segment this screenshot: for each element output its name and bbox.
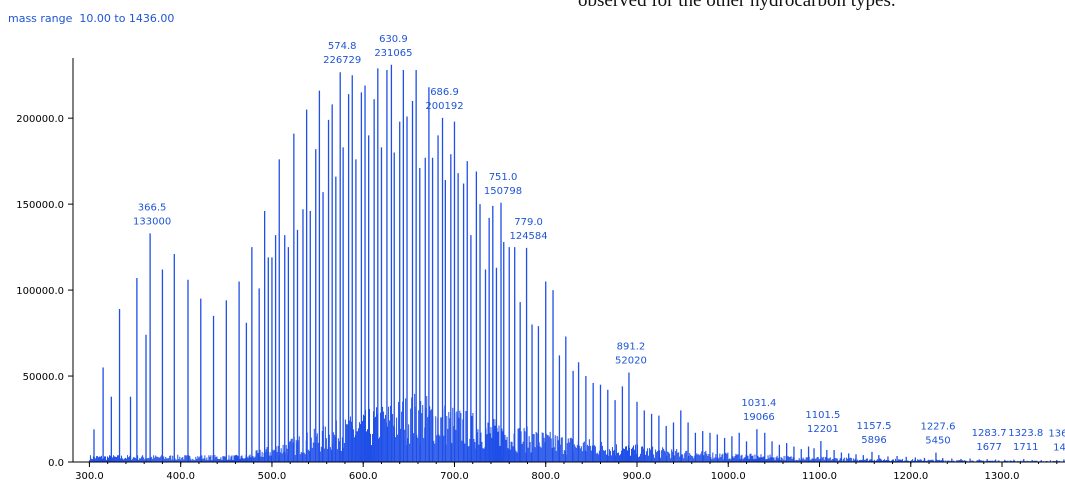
peak-intensity-label: 124584 <box>509 231 547 242</box>
peak-intensity-label: 12201 <box>807 424 839 435</box>
peak-intensity-label: 150798 <box>484 186 522 197</box>
y-tick-label: 50000.0 <box>23 372 64 383</box>
x-tick-label: 1000.0 <box>711 471 746 482</box>
peak-intensity-label: 200192 <box>425 101 463 112</box>
peak-labels-layer: 366.5 133000 574.8 226729 630.9 231065 686.9 20… <box>133 34 1065 454</box>
peak-mz-label: 1101.5 <box>805 410 840 421</box>
peak-intensity-label: 19066 <box>743 412 775 423</box>
peak-intensity-label: 1711 <box>1013 442 1038 453</box>
peak-intensity-label: 226729 <box>323 55 361 66</box>
peak-mz-label: 891.2 <box>617 342 646 353</box>
peak-intensity-label: 133000 <box>133 216 171 227</box>
peak-mz-label: 574.8 <box>328 41 357 52</box>
x-tick-label: 300.0 <box>75 471 104 482</box>
x-tick-label: 600.0 <box>349 471 378 482</box>
y-tick-label: 0.0 <box>48 458 64 469</box>
peak-mz-label: 779.0 <box>514 217 543 228</box>
peak-mz-label: 1031.4 <box>741 398 776 409</box>
y-tick-label: 200000.0 <box>16 114 64 125</box>
peak-intensity-label: 5896 <box>861 435 886 446</box>
peak-intensity-label: 5450 <box>925 436 950 447</box>
peak-intensity-label: 1677 <box>976 442 1001 453</box>
peak-mz-label: 751.0 <box>489 172 518 183</box>
peak-intensity-label: 52020 <box>615 356 647 367</box>
peak-mz-label: 1283.7 <box>972 428 1007 439</box>
cut-off-caption-text: observed for the other hydrocarbon types… <box>578 0 896 11</box>
peak-mz-label: 1157.5 <box>856 421 891 432</box>
peak-mz-label: 686.9 <box>430 87 459 98</box>
x-tick-label: 800.0 <box>531 471 560 482</box>
peak-bars-layer <box>93 64 1065 462</box>
peak-mz-label: 1323.8 <box>1008 428 1043 439</box>
peak-mz-label: 630.9 <box>379 34 408 45</box>
x-tick-label: 700.0 <box>440 471 469 482</box>
x-tick-label: 900.0 <box>623 471 652 482</box>
x-tick-label: 1100.0 <box>802 471 837 482</box>
y-tick-label: 100000.0 <box>16 286 64 297</box>
mass-range-header: mass range 10.00 to 1436.00 <box>8 12 174 25</box>
x-tick-label: 1300.0 <box>985 471 1020 482</box>
axes-layer: 0.0 50000.0 100000.0 150000.0 200000.0 300.0 4… <box>16 58 1065 482</box>
x-tick-label: 1200.0 <box>893 471 928 482</box>
x-tick-label: 400.0 <box>166 471 195 482</box>
x-tick-label: 500.0 <box>258 471 287 482</box>
peak-mz-label: 1367.8 <box>1048 428 1065 439</box>
peak-intensity-label: 231065 <box>374 48 412 59</box>
y-tick-label: 150000.0 <box>16 200 64 211</box>
peak-mz-label: 366.5 <box>138 202 167 213</box>
mass-range-value: 10.00 to 1436.00 <box>79 12 175 25</box>
low-intensity-fill-layer <box>88 393 1063 462</box>
peak-mz-label: 1227.6 <box>920 422 955 433</box>
mass-range-label: mass range <box>8 12 73 25</box>
peak-intensity-label: 1472 <box>1053 442 1065 453</box>
